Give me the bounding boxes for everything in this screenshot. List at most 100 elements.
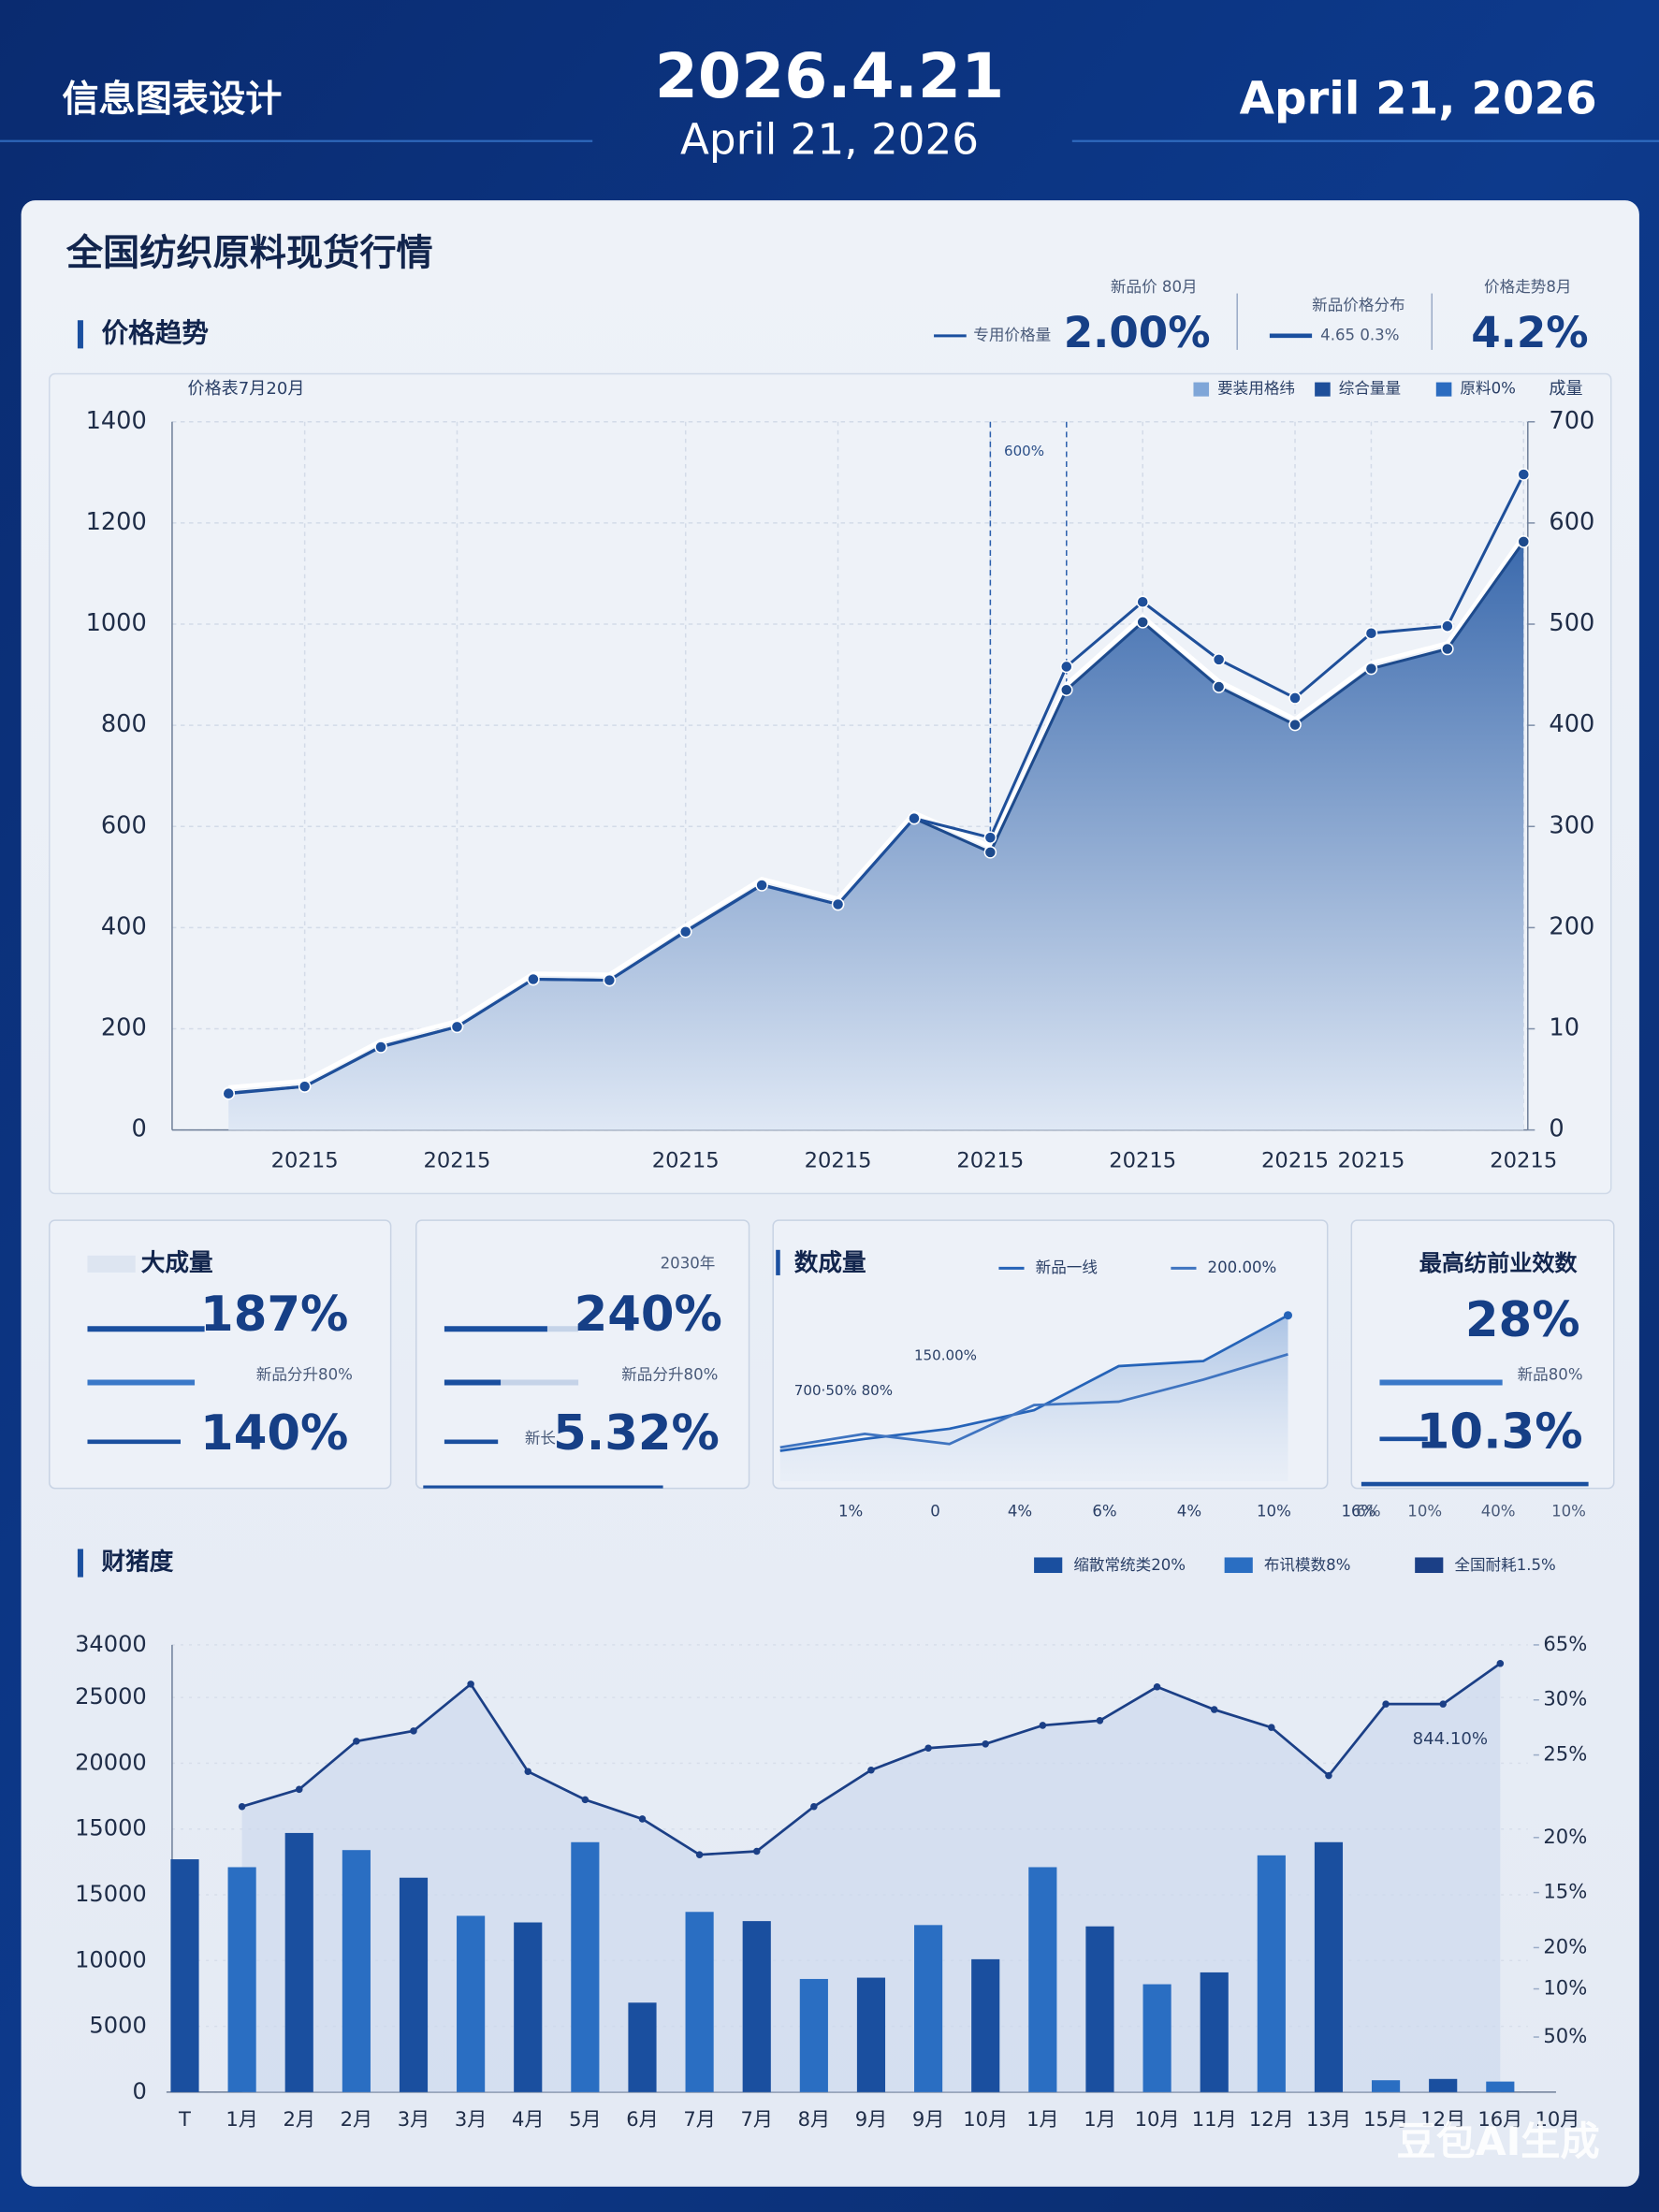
point [1441,642,1454,656]
bar [1085,1926,1114,2092]
point [983,846,997,859]
y-tick-label: 5000 [89,2013,146,2039]
y2-tick-label: 300 [1549,811,1594,839]
point [1496,1660,1505,1667]
card-note: 新长 [525,1429,557,1447]
x-tick-label: 1月 [1084,2107,1116,2131]
bar [1200,1972,1229,2092]
x-tick-label: T [178,2107,191,2131]
kpi-label: 新品价格分布 [1312,297,1404,314]
x-tick-label: 8月 [798,2107,831,2131]
x-tick-label: 20215 [956,1148,1024,1172]
x-tick-label: 4月 [512,2107,545,2131]
x-tick-label: 2月 [283,2107,315,2131]
x-tick-label: 1月 [1026,2107,1059,2131]
date: 2026.4.21 [655,39,1004,112]
kpi-value: 2.00% [1064,308,1211,357]
legend-label: 综合量量 [1339,380,1401,398]
y-tick-label: 15000 [75,1815,147,1841]
point [831,897,845,911]
x-tick-label: 7月 [740,2107,773,2131]
x-tick-label: 9月 [855,2107,888,2131]
x-tick-label: 20215 [1261,1148,1329,1172]
x-tick-label: 20215 [652,1148,720,1172]
y-tick-label: 15000 [75,1881,147,1907]
y2-tick-label: 700 [1549,407,1594,435]
point [1364,662,1378,676]
y-tick-label: 800 [101,710,147,738]
point [1382,1700,1390,1708]
point [467,1681,474,1688]
x-tick-label: 6月 [626,2107,659,2131]
section-marker [77,320,83,349]
y-tick-label: 0 [131,1115,146,1143]
y2-tick-label: 15% [1543,1880,1587,1903]
bar [628,2002,657,2092]
point [1268,1724,1275,1731]
point [752,1847,761,1855]
point [908,811,921,825]
x-tick-label: 13月 [1306,2107,1351,2131]
x-tick-label: 10% [1257,1503,1291,1521]
point [678,924,692,939]
point [1210,1706,1218,1713]
point [1517,468,1531,481]
y-tick-label: 0 [132,2078,146,2104]
x-tick-label: 16月 [1477,2107,1522,2131]
line [228,473,1525,1096]
x-tick-label: 3月 [398,2107,430,2131]
x-tick-label: 11月 [1192,2107,1237,2131]
bar [856,1977,886,2092]
bottom-chart: 财猪度 0 5000 10000 15000 15000 20000 25000 34000 50… [75,1547,1587,2131]
brand: 信息图表设计 [62,79,282,121]
bar [342,1850,371,2092]
point [1288,691,1302,705]
bar [1142,1984,1171,2092]
card-axis-label: 40% [1481,1503,1516,1521]
x-tick-label: 20215 [1109,1148,1176,1172]
point [810,1802,818,1811]
card-label: 新品80% [1518,1365,1583,1383]
x-tick-label: 0 [930,1503,940,1521]
mini-chart: 数成量 新品一线 200.00% 150.00% 700·50% 80% 1% 0 4% 6% 4… [779,1249,1375,1521]
card-value: 140% [200,1405,348,1462]
legend-label: 缩散常统类20% [1073,1556,1186,1574]
bar [571,1841,600,2092]
x-tick-label: 1月 [226,2107,258,2131]
point [924,1744,932,1752]
y2-tick-label: 20% [1543,1934,1587,1957]
bar [799,1978,828,2092]
y2-tick-label: 25% [1543,1742,1587,1766]
point [581,1796,589,1804]
y-tick-label: 400 [101,912,147,940]
card-title: 2030年 [661,1254,716,1272]
point [1060,683,1073,697]
x-tick-label: 20215 [805,1148,872,1172]
x-tick-label: 9月 [912,2107,945,2131]
x-tick-label: 15月 [1363,2107,1408,2131]
x-tick-label: 20215 [424,1148,491,1172]
legend-label: 原料0% [1460,380,1515,398]
x-tick-label: 1% [838,1503,863,1521]
bar [1028,1867,1057,2092]
y-tick-label: 25000 [75,1683,147,1710]
point [867,1766,875,1774]
y2-tick-label: 10 [1549,1014,1579,1042]
y-tick-label: 20000 [75,1749,147,1775]
point [1283,1311,1293,1320]
point [695,1851,704,1858]
bar [1314,1841,1344,2092]
legend-swatch [1315,382,1331,397]
main-chart: 0 200 400 600 800 1000 1200 1400 0 10 200 300 400 500… [86,379,1595,1172]
point [353,1738,360,1745]
card-title: 大成量 [141,1249,213,1277]
card-value: 28% [1465,1292,1580,1348]
point [755,879,768,892]
line [779,1314,1289,1452]
x-tick-label: 10月 [1135,2107,1180,2131]
point [1212,653,1226,666]
y-tick-label: 1000 [86,609,147,637]
legend-label: 要装用格纬 [1217,380,1295,398]
kpi-label: 新品价 80月 [1111,278,1198,296]
annotation: 150.00% [914,1346,977,1363]
